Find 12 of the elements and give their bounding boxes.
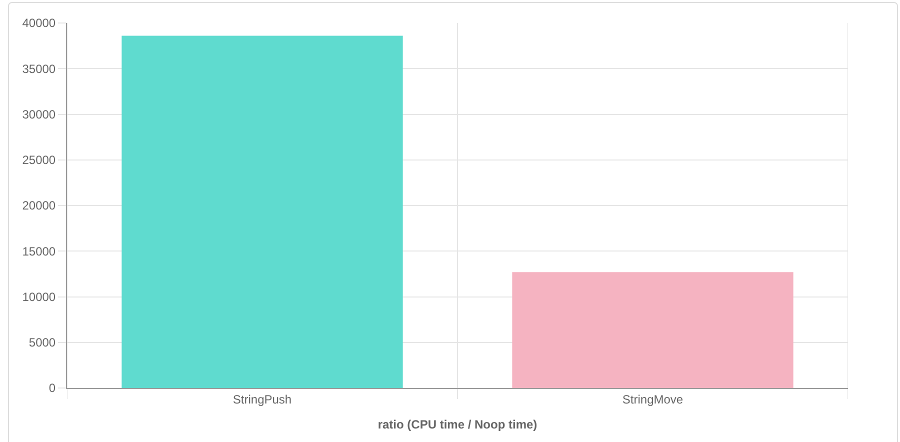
x-tick-label: StringPush xyxy=(232,392,292,406)
y-tick-label: 5000 xyxy=(28,336,56,350)
y-tick-label: 0 xyxy=(48,381,56,396)
y-tick-label: 25000 xyxy=(22,153,56,168)
y-tick-label: 30000 xyxy=(22,107,56,122)
y-tick-label: 20000 xyxy=(22,198,56,213)
y-tick-label: 10000 xyxy=(22,290,56,304)
x-tick-label: StringMove xyxy=(622,392,684,406)
y-tick-label: 15000 xyxy=(22,244,56,258)
x-axis-title: ratio (CPU time / Noop time) xyxy=(378,417,538,432)
y-tick-label: 40000 xyxy=(22,16,56,30)
y-tick-label: 35000 xyxy=(22,62,56,76)
